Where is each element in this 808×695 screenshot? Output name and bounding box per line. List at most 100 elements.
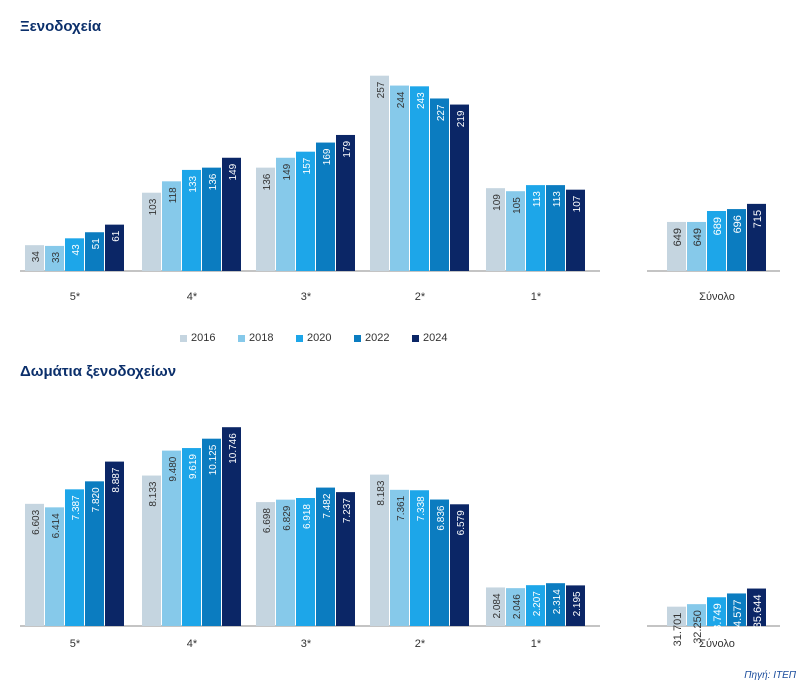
- bar-0-3*-2024: [336, 134, 355, 271]
- legend-item-2020: 2020: [296, 332, 331, 344]
- bar-0-3*-2018: [276, 157, 295, 271]
- data-label-0-1*-2018: 105: [512, 197, 523, 214]
- data-label-total-1-2020: 33.749: [712, 603, 724, 637]
- data-label-total-0-2018: 649: [692, 228, 704, 246]
- bar-1-2*-2018: [390, 489, 409, 626]
- bar-0-2*-2016: [370, 75, 389, 272]
- data-label-1-2*-2022: 6.836: [436, 505, 447, 530]
- data-label-1-3*-2018: 6.829: [282, 505, 293, 530]
- bar-0-4*-2020: [182, 169, 201, 271]
- data-label-1-4*-2020: 9.619: [188, 454, 199, 479]
- bar-0-3*-2020: [296, 151, 315, 271]
- bar-0-3*-2016: [256, 167, 275, 271]
- data-label-0-5*-2022: 51: [91, 238, 102, 250]
- data-label-0-3*-2020: 157: [302, 157, 313, 174]
- bar-0-5*-2022: [85, 232, 104, 271]
- bar-0-2*-2020: [410, 86, 429, 271]
- bar-1-1*-2018: [506, 588, 525, 626]
- bar-1-5*-2024: [105, 461, 124, 626]
- data-label-1-4*-2018: 9.480: [168, 456, 179, 481]
- bar-0-4*-2016: [142, 192, 161, 271]
- data-label-0-4*-2018: 118: [168, 187, 179, 203]
- bar-0-1*-2024: [566, 189, 585, 271]
- data-label-0-5*-2020: 43: [71, 244, 82, 256]
- data-label-1-5*-2016: 6.603: [31, 509, 42, 534]
- data-label-0-4*-2022: 136: [208, 173, 219, 190]
- bar-total-1-2020: [707, 597, 726, 626]
- bar-1-1*-2022: [546, 583, 565, 626]
- data-label-total-0-2022: 696: [732, 215, 744, 233]
- chart-title-hotels: Ξενοδοχεία: [20, 18, 102, 35]
- bar-total-0-2024: [747, 203, 766, 271]
- data-label-0-2*-2018: 244: [396, 91, 407, 108]
- data-label-1-3*-2024: 7.237: [342, 498, 353, 523]
- bar-1-2*-2022: [430, 499, 449, 626]
- data-label-0-3*-2022: 169: [322, 148, 333, 165]
- bar-1-2*-2016: [370, 474, 389, 626]
- data-label-total-1-2016: 31.701: [672, 613, 684, 647]
- data-label-1-3*-2016: 6.698: [262, 508, 273, 533]
- x-tick-label-0-5*: 5*: [70, 291, 81, 303]
- bar-0-2*-2022: [430, 98, 449, 271]
- data-label-1-3*-2020: 6.918: [302, 504, 313, 529]
- data-label-0-2*-2022: 227: [436, 104, 447, 121]
- bar-1-2*-2020: [410, 490, 429, 626]
- data-label-0-5*-2018: 33: [51, 251, 62, 263]
- bar-1-5*-2018: [45, 507, 64, 626]
- bar-1-5*-2020: [65, 489, 84, 626]
- bar-total-0-2018: [687, 221, 706, 271]
- data-label-1-4*-2016: 8.133: [148, 481, 159, 506]
- bar-0-1*-2018: [506, 191, 525, 271]
- bar-0-5*-2020: [65, 238, 84, 271]
- data-label-0-3*-2024: 179: [342, 141, 353, 158]
- bar-0-2*-2024: [450, 104, 469, 271]
- x-tick-label-1-5*: 5*: [70, 638, 81, 650]
- legend-item-2016: 2016: [180, 332, 215, 344]
- bar-total-1-2016: [667, 606, 686, 626]
- x-tick-label-total-0: Σύνολο: [699, 291, 735, 303]
- data-label-total-0-2016: 649: [672, 228, 684, 246]
- data-label-1-1*-2024: 2.195: [572, 591, 583, 616]
- bar-total-1-2018: [687, 604, 706, 626]
- chart-title-rooms: Δωμάτια ξενοδοχείων: [20, 363, 177, 380]
- data-label-1-5*-2024: 8.887: [111, 467, 122, 492]
- bar-1-4*-2020: [182, 448, 201, 626]
- x-tick-label-1-4*: 4*: [187, 638, 198, 650]
- data-label-1-2*-2016: 8.183: [376, 480, 387, 505]
- data-label-1-2*-2024: 6.579: [456, 510, 467, 535]
- bar-0-3*-2022: [316, 142, 335, 271]
- data-label-0-2*-2020: 243: [416, 92, 427, 109]
- bar-0-5*-2016: [25, 245, 44, 271]
- data-label-1-3*-2022: 7.482: [322, 493, 333, 518]
- bar-1-4*-2016: [142, 475, 161, 626]
- bar-1-4*-2024: [222, 427, 241, 626]
- bar-0-1*-2016: [486, 188, 505, 271]
- data-label-total-1-2022: 34.577: [732, 599, 744, 633]
- bar-total-0-2016: [667, 221, 686, 271]
- data-label-1-1*-2018: 2.046: [512, 594, 523, 619]
- data-label-1-4*-2022: 10.125: [208, 444, 219, 475]
- bar-0-4*-2022: [202, 167, 221, 271]
- bar-1-1*-2024: [566, 585, 585, 626]
- data-label-1-2*-2018: 7.361: [396, 495, 407, 520]
- legend-item-2024: 2024: [412, 332, 447, 344]
- legend-item-2018: 2018: [238, 332, 273, 344]
- bar-total-1-2024: [747, 588, 766, 626]
- data-label-0-4*-2024: 149: [228, 163, 239, 180]
- data-label-1-4*-2024: 10.746: [228, 433, 239, 464]
- bar-total-1-2022: [727, 593, 746, 626]
- x-tick-label-total-1: Σύνολο: [699, 638, 735, 650]
- bar-1-1*-2016: [486, 587, 505, 626]
- data-label-total-1-2018: 32.250: [692, 610, 704, 644]
- data-label-total-0-2020: 689: [712, 217, 724, 235]
- data-label-0-5*-2024: 61: [111, 230, 122, 242]
- data-label-0-1*-2020: 113: [532, 191, 543, 207]
- bar-1-1*-2020: [526, 585, 545, 626]
- bar-1-2*-2024: [450, 504, 469, 626]
- data-label-0-3*-2016: 136: [262, 173, 273, 190]
- x-tick-label-1-3*: 3*: [301, 638, 312, 650]
- data-label-total-1-2024: 35.644: [752, 595, 764, 629]
- x-tick-label-1-1*: 1*: [531, 638, 542, 650]
- bar-1-3*-2018: [276, 499, 295, 626]
